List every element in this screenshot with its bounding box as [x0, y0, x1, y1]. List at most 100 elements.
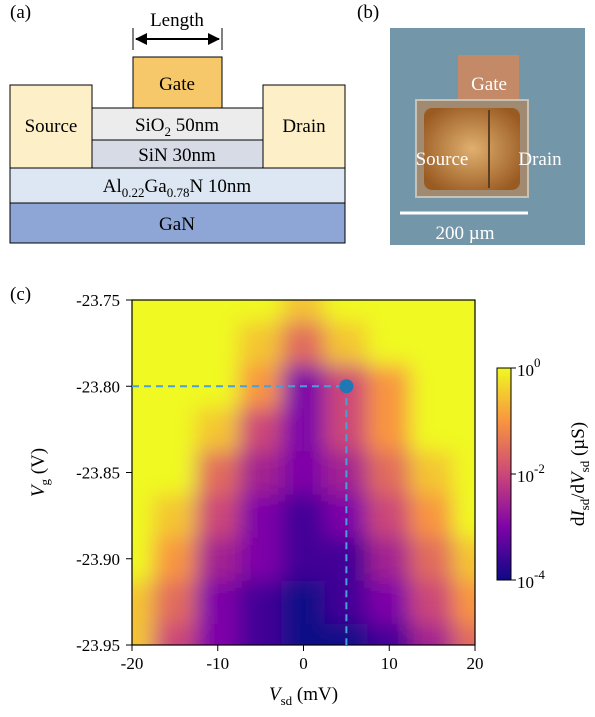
heat-cell: [195, 300, 240, 323]
heat-cell: [132, 536, 154, 581]
heat-cell: [367, 536, 412, 581]
base: 10: [517, 467, 534, 486]
heat-cell: [238, 450, 283, 495]
heat-cell: [238, 536, 283, 581]
x-tick-label: -20: [121, 654, 144, 673]
symbol: V: [269, 684, 283, 705]
panel-b: (b) Gate Source Drain 200 µm: [357, 2, 585, 245]
heat-cell: [367, 579, 412, 624]
base: 10: [517, 573, 534, 592]
text: /d: [568, 483, 589, 498]
text: I: [568, 509, 589, 518]
source-label: Source: [416, 149, 469, 170]
heat-cell: [152, 493, 197, 538]
sio2-layer: [91, 107, 264, 141]
panel-label: (b): [357, 2, 379, 23]
heat-cell: [324, 622, 369, 645]
heat-cell: [367, 364, 412, 409]
sub: 0.22: [122, 185, 145, 200]
heat-cell: [152, 579, 197, 624]
heat-cell: [195, 579, 240, 624]
source-label: Source: [25, 116, 78, 137]
t: Ga: [145, 176, 168, 197]
length-label: Length: [150, 10, 204, 31]
heat-cell: [238, 321, 283, 366]
heat-cell: [132, 493, 154, 538]
heat-cell: [132, 450, 154, 495]
heat-cell: [453, 536, 475, 581]
drain-label: Drain: [518, 149, 562, 170]
heat-cell: [132, 321, 154, 366]
heat-cell: [152, 300, 197, 323]
colorbar: [496, 367, 512, 581]
y-tick-label: -23.95: [76, 636, 120, 655]
heat-cell: [410, 493, 455, 538]
marker-point: [339, 379, 354, 394]
y-tick-label: -23.75: [76, 291, 120, 310]
gate-label: Gate: [471, 74, 507, 95]
heat-cell: [453, 579, 475, 624]
pad: [424, 108, 520, 190]
symbol: V: [28, 483, 49, 497]
cells: [132, 300, 475, 645]
sub: 2: [165, 124, 172, 139]
text: V: [568, 470, 589, 484]
algan-layer: [9, 167, 346, 204]
panel-a: (a) Length Gate Source Drain SiO2 50nm S…: [9, 2, 346, 244]
x-tick-label: 10: [381, 654, 398, 673]
sin-layer: [91, 139, 264, 169]
exponent: -4: [534, 567, 545, 582]
source-contact: [9, 84, 93, 169]
heat-cell: [281, 493, 326, 538]
heat-cell: [152, 321, 197, 366]
heat-cell: [132, 407, 154, 452]
gan-label: GaN: [159, 214, 195, 235]
x-tick-label: 0: [299, 654, 308, 673]
heat-cell: [281, 622, 326, 645]
exponent: -2: [534, 461, 545, 476]
algan-label: Al0.22Ga0.78N 10nm: [103, 176, 252, 200]
colorbar-tick-label: 100: [517, 355, 541, 380]
text: d: [568, 516, 589, 526]
sub: sd: [577, 460, 592, 472]
axis-label: Vsd (mV): [269, 684, 338, 708]
gate-label: Gate: [159, 74, 195, 95]
heat-cell: [238, 622, 283, 645]
t: SiO: [135, 115, 165, 136]
x-tick-label: 20: [467, 654, 484, 673]
heat-cell: [367, 622, 412, 645]
heat-cell: [152, 622, 197, 645]
heat-cell: [367, 493, 412, 538]
t: 50nm: [171, 115, 219, 136]
heat-cell: [281, 407, 326, 452]
heat-cell: [238, 407, 283, 452]
heat-cell: [195, 321, 240, 366]
heat-cell: [367, 300, 412, 323]
heat-cell: [281, 300, 326, 323]
sub: sd: [577, 498, 592, 510]
heat-cell: [453, 300, 475, 323]
heat-cell: [281, 536, 326, 581]
heat-cell: [195, 407, 240, 452]
heat-cell: [453, 493, 475, 538]
heat-cell: [453, 407, 475, 452]
text: (µS): [568, 422, 589, 461]
panel-label: (c): [10, 284, 31, 305]
heat-cell: [453, 364, 475, 409]
sub: sd: [281, 693, 293, 708]
heat-cell: [152, 536, 197, 581]
exponent: 0: [534, 355, 541, 370]
x-tick-label: -10: [206, 654, 229, 673]
sub: 0.78: [167, 185, 190, 200]
heat-cell: [367, 450, 412, 495]
colorbar-tick-label: 10-4: [517, 567, 545, 592]
colorbar-label: dIsd/dVsd (µS): [568, 422, 592, 526]
axes: -20 -10 0 10 20-23.95-23.90-23.85-23.80-23.7…: [28, 291, 592, 708]
heat-cell: [132, 364, 154, 409]
heat-cell: [410, 364, 455, 409]
heat-cell: [238, 579, 283, 624]
t: N 10nm: [189, 176, 251, 197]
sin-label: SiN 30nm: [138, 145, 216, 166]
axis-label: Vg (V): [28, 448, 52, 497]
